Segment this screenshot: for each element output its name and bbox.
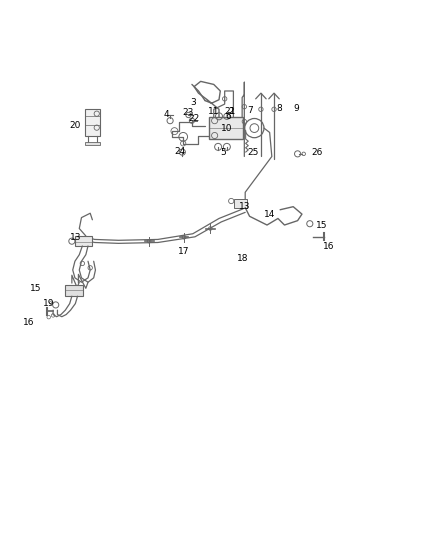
Text: 4: 4 (164, 110, 170, 119)
Text: 17: 17 (178, 247, 190, 256)
Text: 22: 22 (188, 114, 200, 123)
Text: 13: 13 (70, 233, 81, 242)
Bar (209, 117, 244, 139)
Bar (85, 142, 100, 145)
Text: 3: 3 (190, 98, 196, 107)
Text: 21: 21 (225, 107, 236, 116)
Text: 14: 14 (264, 211, 275, 220)
Text: 13: 13 (239, 202, 250, 211)
Bar (75, 236, 92, 246)
Bar (65, 285, 83, 296)
Text: 8: 8 (276, 104, 282, 113)
Text: 9: 9 (294, 104, 300, 113)
Text: 26: 26 (311, 149, 323, 157)
Text: 25: 25 (247, 148, 259, 157)
Text: 20: 20 (69, 122, 81, 131)
Text: 7: 7 (247, 106, 253, 115)
Bar (234, 199, 247, 207)
Text: 18: 18 (237, 254, 249, 263)
Text: 24: 24 (174, 147, 185, 156)
Text: 19: 19 (43, 298, 54, 308)
Text: 5: 5 (220, 149, 226, 157)
Text: 23: 23 (182, 108, 193, 117)
Text: 16: 16 (23, 318, 35, 327)
Text: 10: 10 (221, 124, 232, 133)
Bar (85, 109, 100, 135)
Text: 15: 15 (316, 221, 327, 230)
Text: 2: 2 (228, 107, 234, 116)
Text: 11: 11 (208, 108, 219, 116)
Text: 16: 16 (323, 243, 335, 252)
Text: 15: 15 (30, 284, 41, 293)
Text: 6: 6 (226, 112, 231, 121)
